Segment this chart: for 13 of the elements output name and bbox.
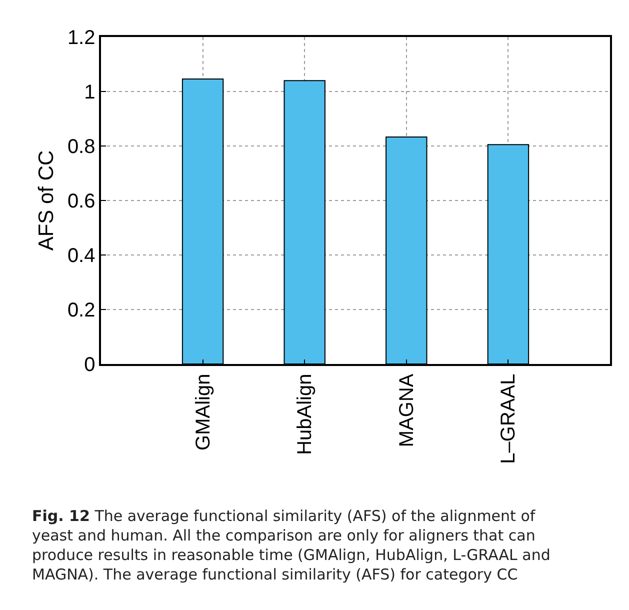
y-tick-label: 0.4 xyxy=(67,245,96,267)
y-tick-label: 0.6 xyxy=(67,190,96,212)
x-tick-label: GMAlign xyxy=(192,374,214,450)
x-tick-label: MAGNA xyxy=(396,373,418,448)
caption: Fig. 12 The average functional similarity (AFS) of the alignment of yeast and human. All the comparison are only for aligners that can produce results in reasonable time (GMAlign, HubAlign, L-GRAAL and MAGNA). The average functional similarity (AFS) for category CC xyxy=(32,507,550,584)
y-axis-title: AFS of CC xyxy=(35,150,58,251)
y-tick-label: 1 xyxy=(84,82,96,104)
y-tick-label: 0.2 xyxy=(67,300,96,322)
y-tick-label: 0 xyxy=(84,354,96,376)
y-tick-label: 1.2 xyxy=(67,27,96,49)
x-tick-label: HubAlign xyxy=(294,374,316,455)
y-tick-label: 0.8 xyxy=(67,136,96,158)
x-tick-label: L–GRAAL xyxy=(498,374,520,464)
